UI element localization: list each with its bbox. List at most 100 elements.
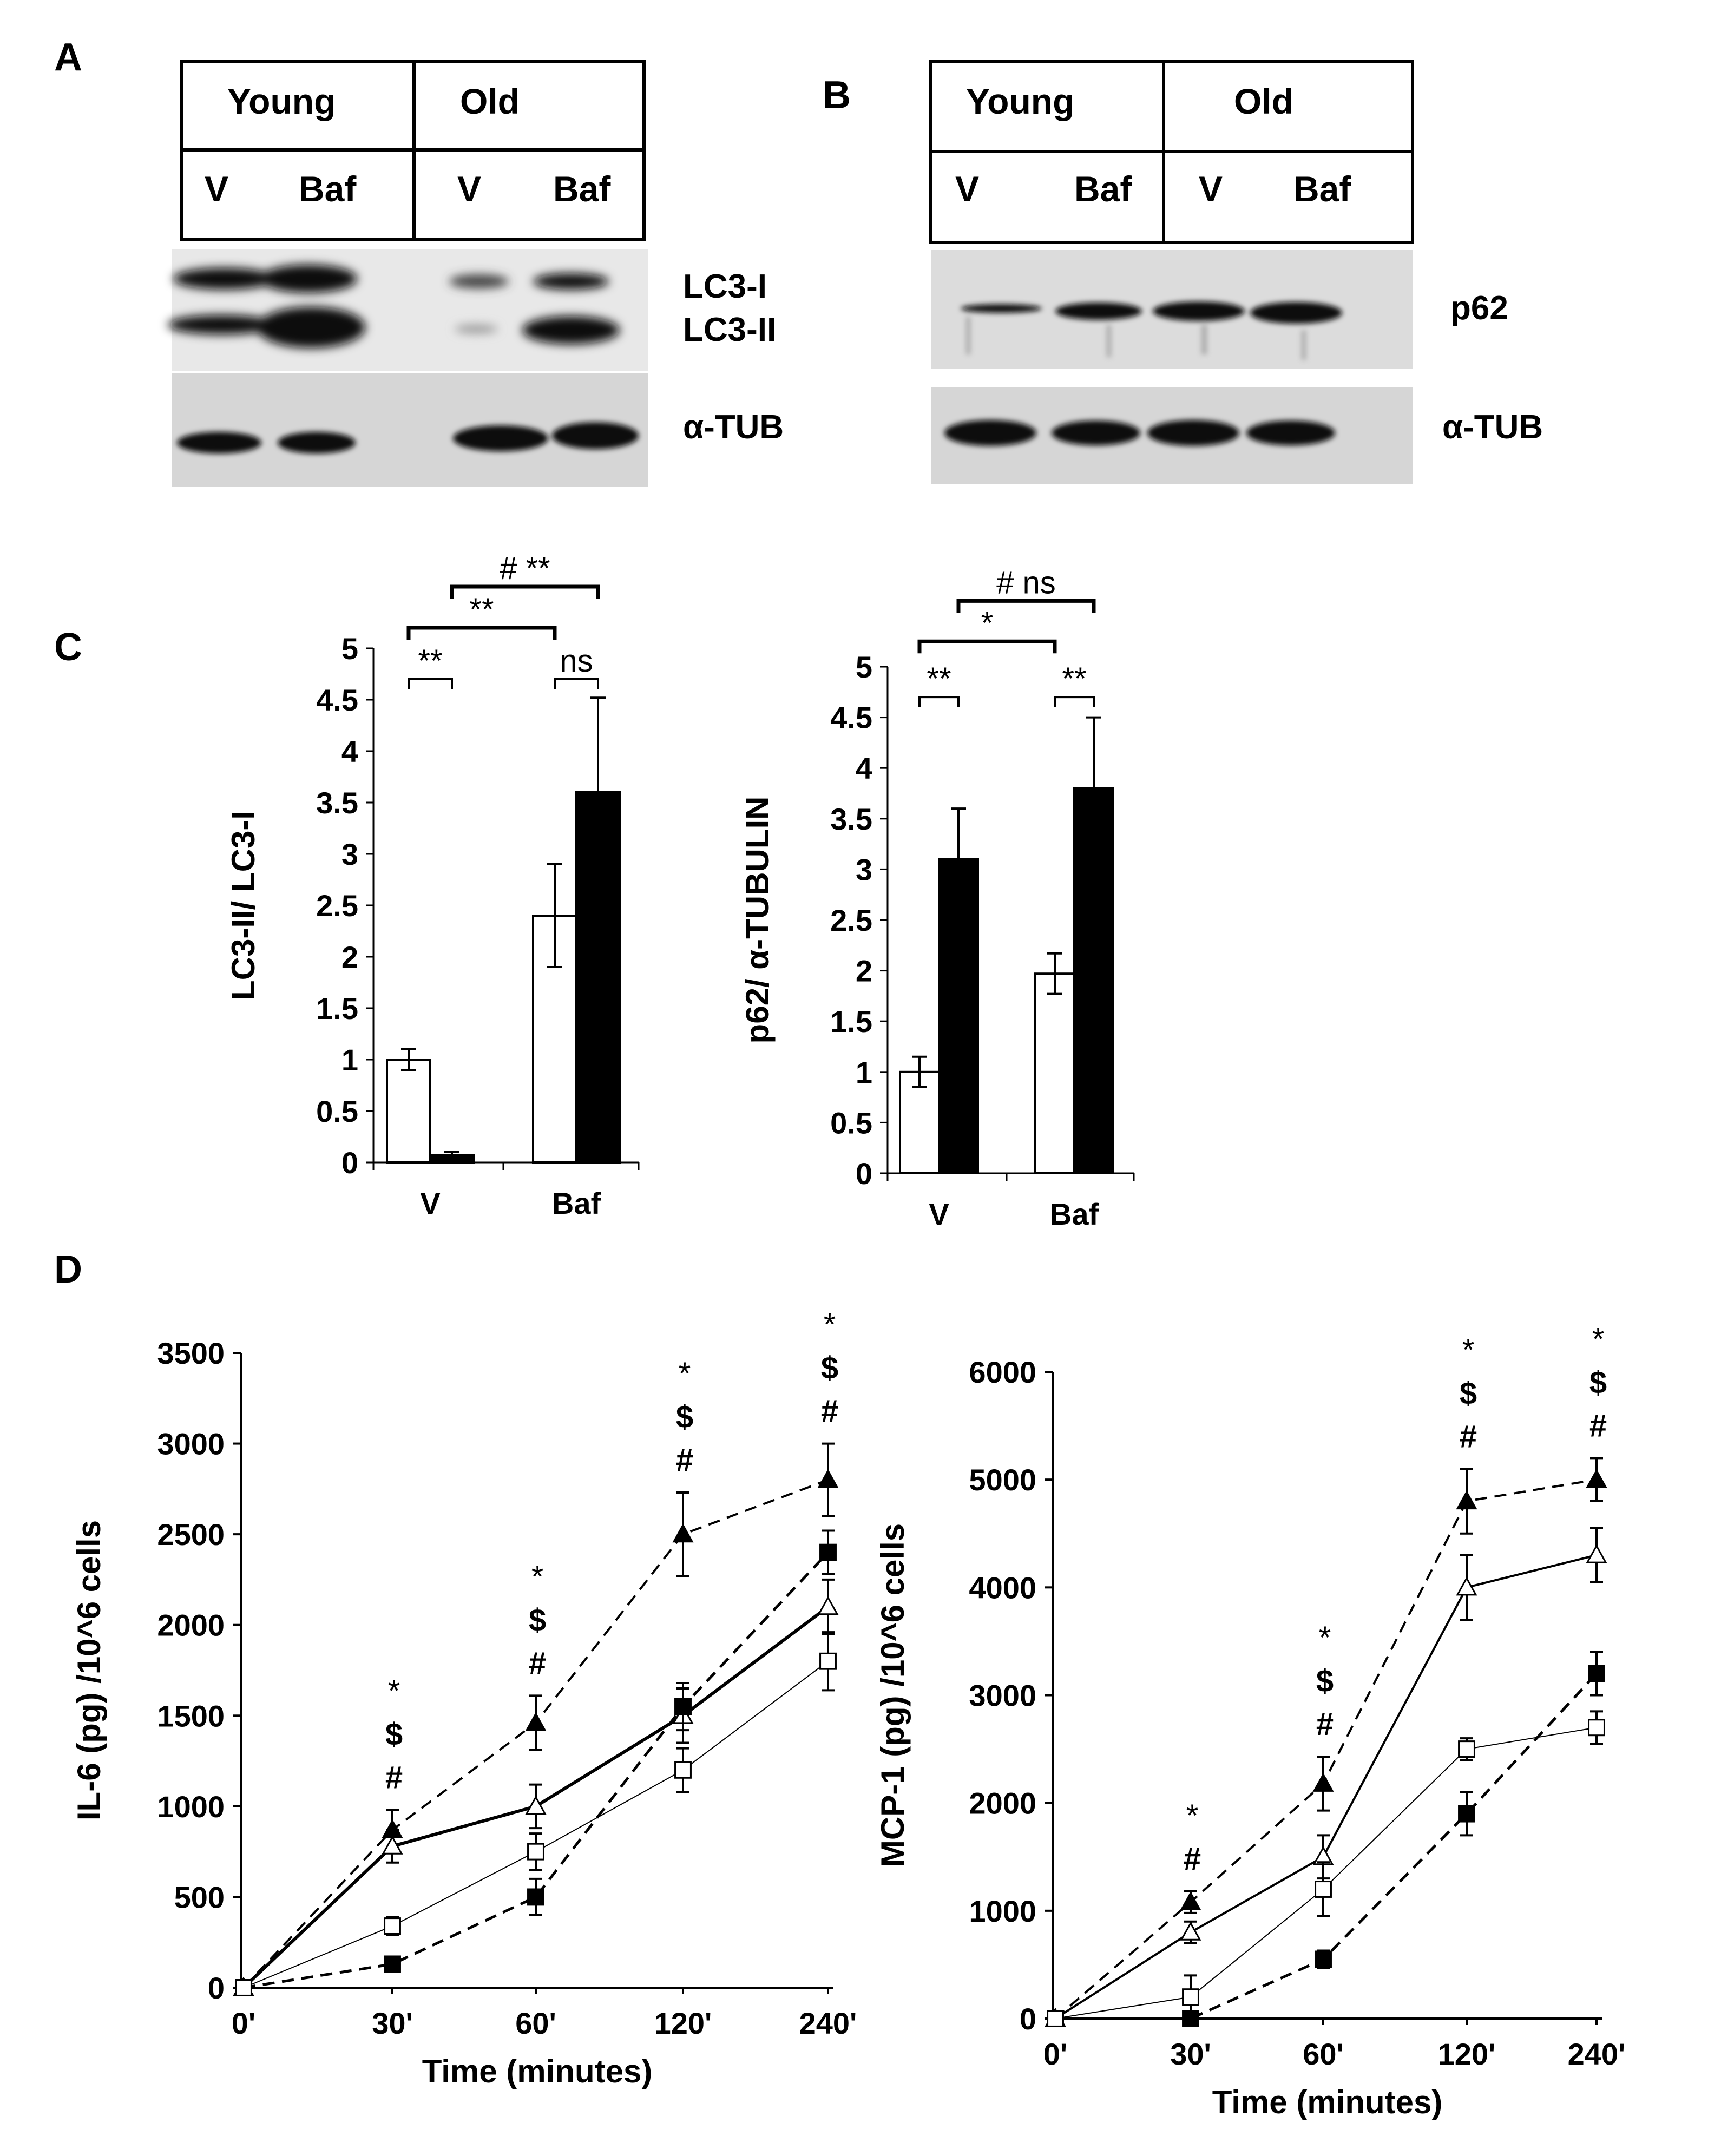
- panel-b-header: [929, 60, 1414, 244]
- tub-blot-a: [172, 373, 648, 487]
- y-tick-label: 2.5: [316, 889, 358, 923]
- chart-lc3-ratio: 0 0.5 1 1.5 2 2.5 3 3.5 4 4.5 5 V Baf LC3-II/ LC3-I **…: [225, 551, 640, 1220]
- x-tick-label: V: [929, 1197, 949, 1231]
- significance-marker: *: [1186, 1798, 1199, 1833]
- y-tick-label: 0: [1020, 2002, 1036, 2036]
- significance-bracket: [554, 678, 599, 689]
- chart-il6: 0 500 1000 1500 2000 2500 3000 3500 0' 30' 60' 120'…: [71, 1307, 857, 2089]
- significance-bracket: [917, 639, 1057, 654]
- lc3-i-label: LC3-I: [683, 268, 767, 305]
- y-tick-label: 6000: [969, 1355, 1036, 1389]
- y-tick-label: 500: [174, 1880, 225, 1914]
- y-tick-label: 3: [856, 852, 872, 886]
- significance-marker: #: [1184, 1842, 1201, 1877]
- panel-a-header: [180, 60, 646, 241]
- panel-b: B Young Old V Baf V Baf: [823, 60, 1543, 484]
- open-square-series-line: [1055, 1727, 1597, 2019]
- y-tick-label: 0.5: [316, 1094, 358, 1128]
- y-axis-title: MCP-1 (pg) /10^6 cells: [875, 1523, 911, 1867]
- y-tick-label: 1000: [969, 1894, 1036, 1928]
- filled-square-marker: [1315, 1950, 1332, 1968]
- y-tick-label: 0.5: [830, 1106, 872, 1140]
- y-tick-label: 0: [208, 1971, 225, 2005]
- panel-a-lane-3: V: [457, 169, 481, 209]
- panel-a-lane-4: Baf: [553, 169, 611, 209]
- panel-b-group-young: Young: [966, 81, 1074, 121]
- significance-marker: *: [531, 1559, 544, 1594]
- filled-triangle-marker: [672, 1523, 694, 1543]
- y-tick-label: 4000: [969, 1570, 1036, 1605]
- x-axis-title: Time (minutes): [1212, 2084, 1443, 2120]
- x-tick-label: 60': [515, 2006, 556, 2040]
- x-tick-label: Baf: [552, 1186, 601, 1220]
- panel-d-letter: D: [54, 1248, 82, 1291]
- significance-label: # ns: [996, 565, 1056, 600]
- y-tick-label: 4: [341, 734, 358, 768]
- lc3-blot: [168, 249, 648, 371]
- significance-bracket: [918, 696, 960, 707]
- x-tick-label: 30': [372, 2006, 413, 2040]
- significance-marker: *: [679, 1356, 691, 1391]
- open-square-marker: [1182, 1988, 1199, 2006]
- y-tick-label: 2.5: [830, 903, 872, 937]
- x-tick-label: 240': [799, 2006, 857, 2040]
- open-square-marker: [1047, 2010, 1064, 2027]
- panel-b-lane-4: Baf: [1293, 169, 1351, 209]
- x-tick-label: 120': [654, 2006, 712, 2040]
- panel-c-letter: C: [54, 626, 82, 669]
- significance-bracket: [450, 584, 600, 599]
- open-square-marker: [527, 1843, 544, 1861]
- y-tick-label: 4: [856, 751, 872, 785]
- y-tick-label: 3000: [157, 1427, 225, 1461]
- significance-marker: $: [676, 1399, 693, 1435]
- significance-label: **: [927, 661, 951, 696]
- significance-marker: $: [821, 1351, 838, 1386]
- open-triangle-marker: [525, 1795, 547, 1815]
- significance-marker: *: [1592, 1322, 1605, 1357]
- y-tick-label: 2: [856, 954, 872, 988]
- open-square-marker: [384, 1917, 401, 1935]
- open-square-marker: [819, 1652, 837, 1670]
- x-tick-label: 240': [1568, 2037, 1626, 2071]
- panel-b-group-old: Old: [1234, 81, 1293, 121]
- significance-marker: #: [1589, 1408, 1607, 1443]
- y-tick-label: 2500: [157, 1517, 225, 1552]
- p62-blot: [931, 250, 1413, 369]
- open-triangle-marker: [1180, 1921, 1201, 1941]
- significance-label: ns: [560, 643, 593, 679]
- y-axis-title: IL-6 (pg) /10^6 cells: [71, 1520, 107, 1820]
- chart-p62-ratio: 0 0.5 1 1.5 2 2.5 3 3.5 4 4.5 5 V Baf p62/ α-TUBULIN *…: [739, 565, 1135, 1231]
- filled-triangle-marker: [1456, 1490, 1477, 1510]
- y-tick-label: 2000: [157, 1608, 225, 1642]
- filled-square-marker: [674, 1698, 692, 1715]
- open-triangle-marker: [1456, 1576, 1477, 1596]
- filled-square-marker: [384, 1955, 401, 1973]
- filled-square-marker: [819, 1543, 837, 1561]
- panel-b-lane-2: Baf: [1074, 169, 1132, 209]
- y-tick-label: 5: [856, 650, 872, 684]
- significance-label: **: [469, 592, 494, 627]
- y-tick-label: 1.5: [830, 1004, 872, 1038]
- filled-square-marker: [1588, 1665, 1605, 1682]
- significance-label: **: [418, 643, 442, 679]
- significance-marker: #: [529, 1646, 546, 1681]
- panel-a: A Young Old V Baf V Baf LC3-I LC3: [54, 36, 784, 487]
- significance-label: **: [1062, 661, 1086, 696]
- y-tick-label: 4.5: [830, 701, 872, 735]
- panel-a-group-young: Young: [227, 81, 336, 121]
- x-tick-label: 120': [1438, 2037, 1496, 2071]
- significance-marker: #: [1460, 1419, 1477, 1454]
- panel-a-letter: A: [54, 36, 82, 79]
- x-tick-label: 0': [1043, 2037, 1067, 2071]
- x-tick-label: V: [420, 1186, 440, 1220]
- y-tick-label: 0: [341, 1146, 358, 1180]
- y-tick-label: 3.5: [316, 786, 358, 820]
- filled-square-series-line: [243, 1551, 829, 1989]
- y-tick-label: 0: [856, 1156, 872, 1191]
- significance-marker: $: [529, 1602, 546, 1638]
- open-square-marker: [1315, 1881, 1332, 1898]
- tub-label-b: α-TUB: [1442, 409, 1543, 446]
- significance-marker: #: [1316, 1707, 1334, 1742]
- tub-label-a: α-TUB: [683, 409, 784, 446]
